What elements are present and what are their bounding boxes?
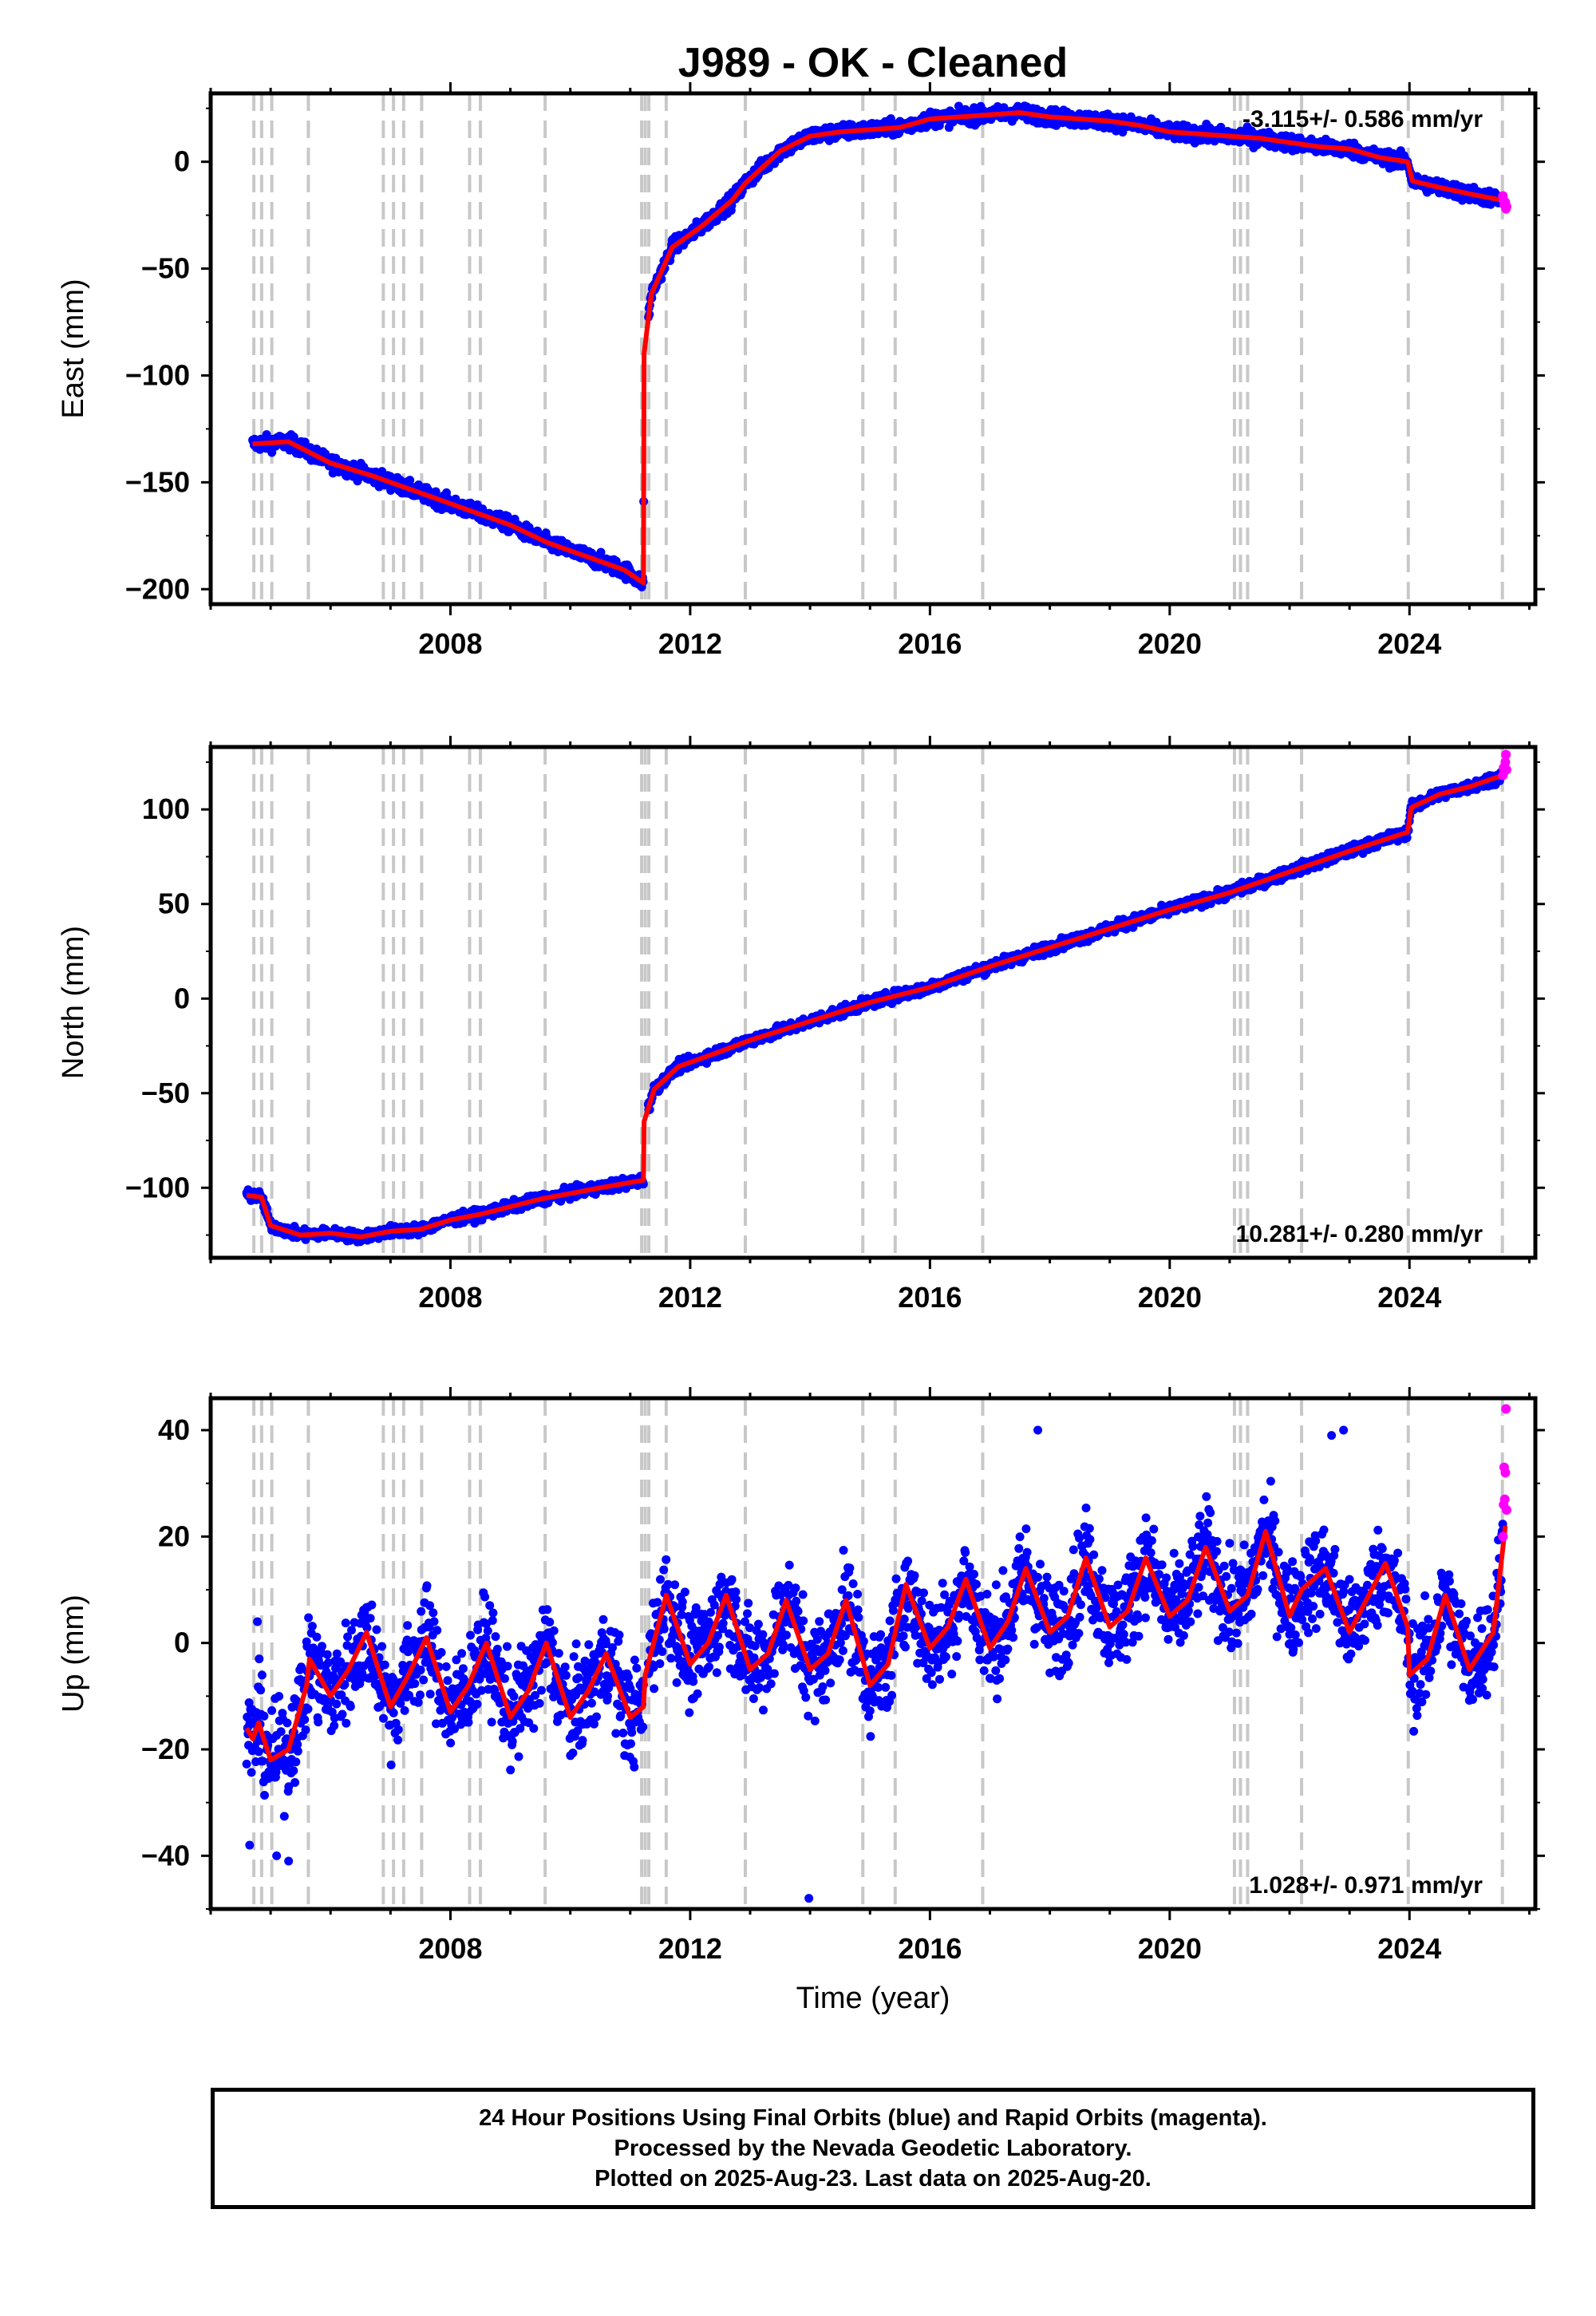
plot-frame <box>208 91 1538 607</box>
y-tick-label: −200 <box>125 572 190 605</box>
data-point <box>289 433 298 441</box>
rapid-orbit-point <box>1501 201 1511 211</box>
y-tick-label: −150 <box>125 465 190 498</box>
data-point <box>405 476 415 485</box>
y-tick-label: −100 <box>125 358 190 391</box>
x-tick-label: 2024 <box>1377 627 1441 660</box>
plot-area <box>248 93 1511 604</box>
data-point <box>267 448 277 457</box>
x-tick-label: 2012 <box>658 627 722 660</box>
y-tick-label: −50 <box>141 252 190 285</box>
data-point <box>431 487 440 496</box>
velocity-label: -3.115+/- 0.586 mm/yr <box>1242 106 1483 132</box>
x-tick-label: 2016 <box>898 627 962 660</box>
plot-area <box>242 747 1511 1258</box>
data-point <box>970 103 979 113</box>
x-tick-label: 2008 <box>418 627 482 660</box>
y-tick-label: 0 <box>174 145 190 178</box>
final-orbit-points <box>248 101 1507 591</box>
data-point <box>886 114 895 124</box>
panel-east: 0 −50 −100 −150 −200 2008 2012 2016 2020 2024 East… <box>57 82 1545 660</box>
y-axis-label: East (mm) <box>57 279 90 418</box>
model-line <box>252 110 1503 586</box>
x-tick-label: 2020 <box>1138 627 1202 660</box>
data-point <box>596 547 606 557</box>
final-orbit-points <box>242 767 1507 1247</box>
chart-title: J989 - OK - Cleaned <box>678 40 1068 86</box>
